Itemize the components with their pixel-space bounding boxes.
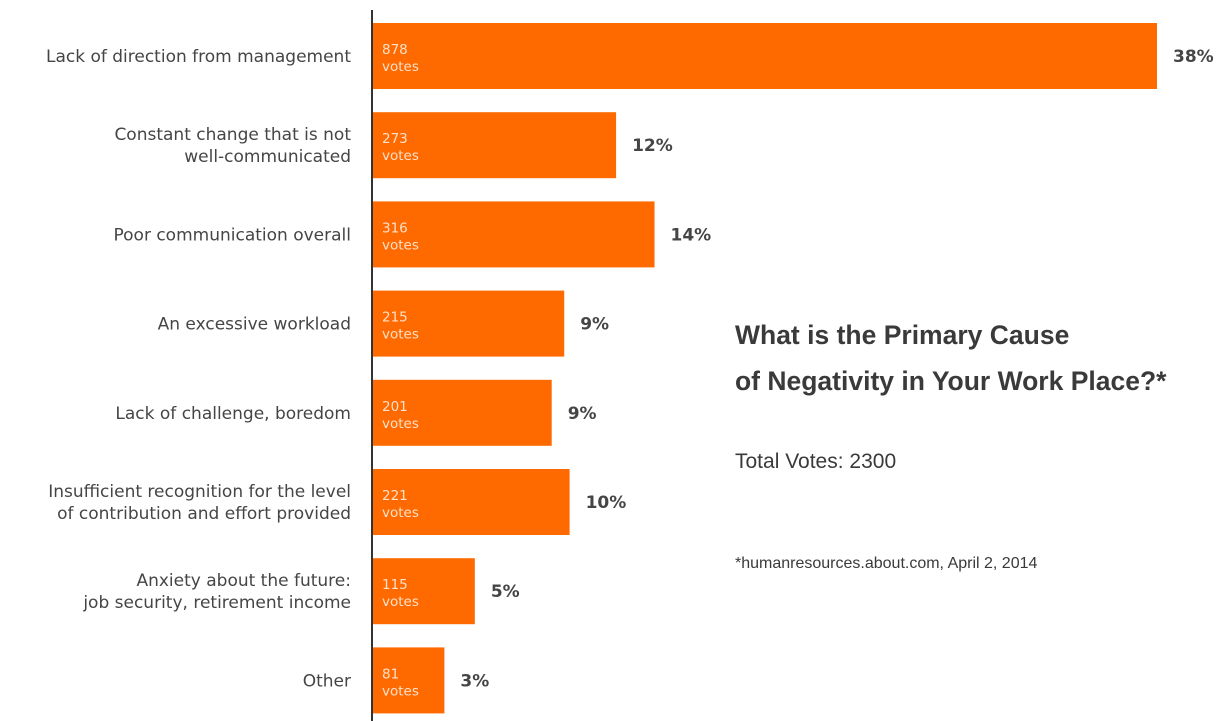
bar-value-label: 221 <box>382 488 408 504</box>
chart-title-line-2: of Negativity in Your Work Place?* <box>735 366 1167 396</box>
bar <box>372 647 445 714</box>
percent-label: 10% <box>586 493 627 513</box>
category-label: well-communicated <box>184 147 351 167</box>
bar <box>372 558 475 625</box>
chart-title-line-1: What is the Primary Cause <box>735 320 1070 350</box>
bar-unit-label: votes <box>382 59 419 75</box>
bar-value-label: 273 <box>382 131 408 147</box>
bar-unit-label: votes <box>382 237 419 253</box>
category-label: An excessive workload <box>158 315 351 335</box>
percent-label: 5% <box>491 582 520 602</box>
category-label: job security, retirement income <box>82 593 351 613</box>
total-votes: Total Votes: 2300 <box>735 450 897 473</box>
bar-value-label: 81 <box>382 666 399 682</box>
bar-value-label: 115 <box>382 577 408 593</box>
bar <box>372 469 570 535</box>
bar <box>372 112 617 179</box>
bar-value-label: 215 <box>382 310 408 326</box>
bar-unit-label: votes <box>382 416 419 432</box>
bar-value-label: 316 <box>382 220 408 236</box>
category-label: Lack of challenge, boredom <box>115 404 351 424</box>
category-label: Poor communication overall <box>114 225 352 245</box>
percent-label: 14% <box>671 225 712 245</box>
category-label: Lack of direction from management <box>46 47 351 67</box>
bar-unit-label: votes <box>382 327 419 343</box>
chart-title: What is the Primary Cause of Negativity … <box>735 312 1225 404</box>
bar <box>372 23 1157 89</box>
source-note: *humanresources.about.com, April 2, 2014 <box>735 555 1038 572</box>
percent-label: 9% <box>580 315 609 335</box>
bar <box>372 379 552 446</box>
bar-unit-label: votes <box>382 148 419 164</box>
bar-unit-label: votes <box>382 683 419 699</box>
bar-unit-label: votes <box>382 594 419 610</box>
bar-value-label: 201 <box>382 399 408 415</box>
bar-value-label: 878 <box>382 42 408 58</box>
bar <box>372 201 655 268</box>
percent-label: 3% <box>460 671 489 691</box>
bar-unit-label: votes <box>382 505 419 521</box>
category-label: Other <box>303 671 351 691</box>
category-label: Anxiety about the future: <box>136 571 351 591</box>
bar <box>372 290 565 357</box>
percent-label: 9% <box>568 404 597 424</box>
category-label: Insufficient recognition for the level <box>48 482 351 502</box>
percent-label: 12% <box>632 136 673 156</box>
category-label: Constant change that is not <box>114 125 351 145</box>
category-label: of contribution and effort provided <box>57 504 351 524</box>
percent-label: 38% <box>1173 47 1214 67</box>
